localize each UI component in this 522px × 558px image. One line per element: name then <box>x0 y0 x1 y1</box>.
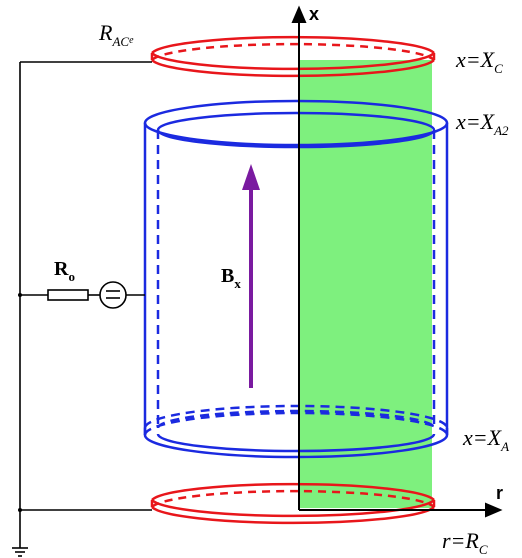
x-c-label-main: x=X <box>456 47 495 72</box>
r-axis-arrowhead <box>485 502 503 518</box>
x-c-label: x=XC <box>456 47 503 77</box>
x-axis-label: x <box>309 4 320 24</box>
field-label: Bx <box>221 265 241 292</box>
blue-cylinder <box>143 99 449 459</box>
x-a-label: x=XA <box>463 425 509 455</box>
x-c-label-sub: C <box>494 61 503 76</box>
ground-symbol <box>12 547 28 557</box>
top-ring-label-main: R <box>99 20 113 45</box>
top-ring-label-sub: AC <box>112 34 130 49</box>
x-a2-label: x=XA2 <box>456 109 509 139</box>
top-ring-label-subsub: e <box>129 35 134 46</box>
voltage-source <box>99 281 127 309</box>
r-c-label-main: r=R <box>442 528 479 553</box>
resistor-label: Ro <box>54 258 75 285</box>
resistor <box>47 289 89 301</box>
x-a-label-main: x=X <box>463 425 502 450</box>
x-a-label-sub: A <box>501 439 510 454</box>
resistor-label-sub: o <box>68 269 75 284</box>
axes <box>291 5 503 518</box>
x-a2-label-main: x=X <box>456 109 495 134</box>
field-label-main: B <box>221 265 235 287</box>
r-c-label-sub: C <box>478 542 488 557</box>
green-region <box>299 60 432 508</box>
x-axis-arrowhead <box>291 5 307 23</box>
field-label-sub: x <box>234 276 241 291</box>
circuit-wires <box>19 61 152 548</box>
top-electrode-ring <box>150 35 436 78</box>
r-c-label: r=RC <box>442 528 488 558</box>
junction-dot <box>18 508 22 512</box>
resistor-label-main: R <box>54 258 69 280</box>
junction-dot <box>18 293 22 297</box>
r-axis-label: r <box>496 483 504 503</box>
bottom-electrode-ring <box>150 482 436 525</box>
x-a2-label-sub: A2 <box>494 123 509 138</box>
top-ring-label: RACe <box>99 20 134 50</box>
field-arrow <box>242 164 260 388</box>
